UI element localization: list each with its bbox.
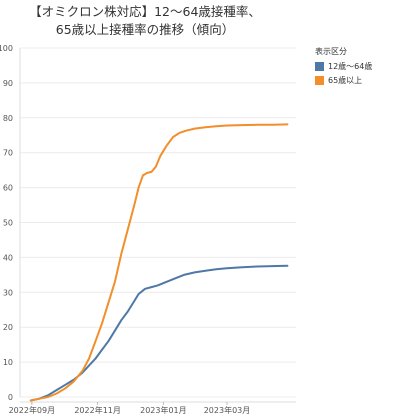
y-tick-label-70: 70 [3, 149, 13, 158]
x-tick-label-0: 2022年09月 [9, 405, 56, 415]
y-tick-label-80: 80 [3, 114, 13, 123]
y-tick-label-50: 50 [3, 219, 13, 228]
y-axis: 0 10 20 30 40 50 60 70 80 90 100 [0, 44, 21, 402]
y-tick-label-40: 40 [3, 253, 13, 262]
y-tick-label-0: 0 [8, 393, 13, 402]
legend-swatch-12-64 [315, 62, 324, 71]
legend-item-65-plus[interactable]: 65歳以上 [315, 75, 372, 86]
legend-item-12-64[interactable]: 12歳～64歳 [315, 61, 372, 72]
y-gridlines [20, 47, 296, 398]
y-tick-label-10: 10 [3, 358, 13, 367]
y-tick-label-20: 20 [3, 323, 13, 332]
series-lines [29, 123, 289, 402]
x-tick-label-2: 2023年01月 [140, 405, 187, 415]
legend-label-12-64: 12歳～64歳 [328, 62, 373, 71]
x-axis: 2022年09月 2022年11月 2023年01月 2023年03月 [9, 401, 296, 415]
y-tick-label-30: 30 [3, 288, 13, 297]
x-tick-label-1: 2022年11月 [74, 405, 121, 415]
chart-title-line-1: 【オミクロン株対応】12～64歳接種率、 [29, 4, 261, 19]
chart-title-line-2: 65歳以上接種率の推移（傾向） [55, 22, 235, 37]
series-line-0 [29, 264, 289, 402]
legend-title: 表示区分 [315, 47, 347, 56]
legend-swatch-65-plus [315, 76, 324, 85]
legend: 表示区分 12歳～64歳 65歳以上 [315, 46, 372, 89]
series-line-1 [29, 123, 289, 402]
y-tick-label-90: 90 [3, 79, 13, 88]
legend-label-65-plus: 65歳以上 [328, 76, 363, 85]
y-tick-label-60: 60 [3, 184, 13, 193]
y-tick-label-100: 100 [0, 44, 13, 53]
x-tick-label-3: 2023年03月 [204, 405, 251, 415]
